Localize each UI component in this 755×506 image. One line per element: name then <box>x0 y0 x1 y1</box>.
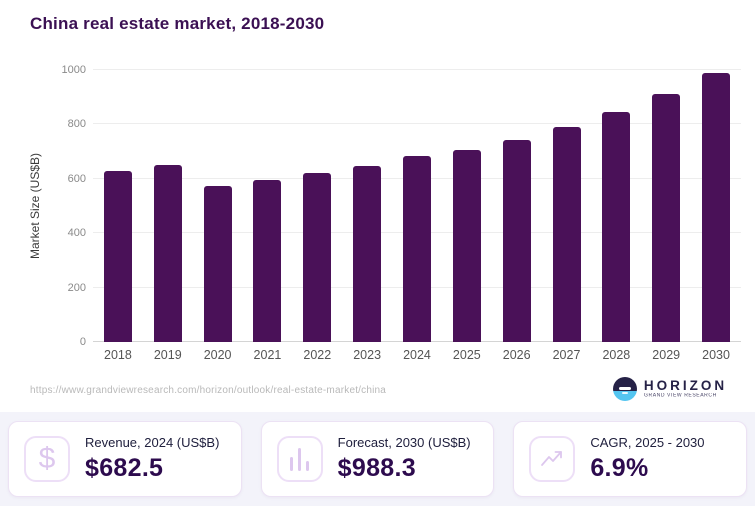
bar-cell-2021 <box>243 70 293 342</box>
bar-2022[interactable] <box>303 173 332 342</box>
page-title: China real estate market, 2018-2030 <box>30 14 325 33</box>
bar-cell-2024 <box>392 70 442 342</box>
x-tick-label-2024: 2024 <box>403 348 431 362</box>
trend-up-icon <box>529 436 576 482</box>
x-tick-label-2030: 2030 <box>702 348 730 362</box>
bar-2027[interactable] <box>552 126 581 342</box>
x-tick-label-2022: 2022 <box>303 348 332 362</box>
bar-cell-2020 <box>193 70 243 342</box>
horizon-logo-icon <box>612 377 637 401</box>
gridline-1000 <box>93 69 741 70</box>
forecast-card: Forecast, 2030 (US$B) $988.3 <box>260 421 495 497</box>
bar-2029[interactable] <box>652 94 681 342</box>
gridline-800 <box>93 123 741 125</box>
bar-2024[interactable] <box>402 156 431 342</box>
bar-2025[interactable] <box>452 150 481 342</box>
y-tick-label-400: 400 <box>67 227 86 240</box>
horizon-logo[interactable]: HORIZON GRAND VIEW RESEARCH <box>612 377 745 401</box>
cagr-card-label: CAGR, 2025 - 2030 <box>590 435 705 450</box>
x-tick-label-2021: 2021 <box>253 348 282 362</box>
revenue-card: $ Revenue, 2024 (US$B) $682.5 <box>8 421 242 497</box>
cagr-card-value: 6.9% <box>590 454 649 482</box>
x-axis-labels: 2018 2019 2020 2021 2022 2023 2024 2025 2026 2027… <box>93 348 741 362</box>
cagr-card: CAGR, 2025 - 2030 6.9% <box>513 421 748 497</box>
x-tick-label-2018: 2018 <box>104 348 132 362</box>
bar-2030[interactable] <box>702 73 731 342</box>
bar-cell-2019 <box>143 70 193 342</box>
x-tick-label-2019: 2019 <box>153 348 182 362</box>
bar-2023[interactable] <box>353 165 382 342</box>
revenue-card-value: $682.5 <box>85 454 164 482</box>
dollar-icon: $ <box>24 436 70 482</box>
y-tick-label-0: 0 <box>79 336 86 348</box>
bar-2019[interactable] <box>153 165 182 342</box>
y-tick-label-200: 200 <box>67 281 86 294</box>
plot-area <box>93 70 741 342</box>
plot-wrap <box>93 69 741 342</box>
revenue-card-label: Revenue, 2024 (US$B) <box>85 435 220 450</box>
forecast-card-value: $988.3 <box>337 454 416 482</box>
logo-tagline-text: GRAND VIEW RESEARCH <box>643 393 717 399</box>
logo-brand-text: HORIZON <box>643 378 728 393</box>
x-tick-label-2025: 2025 <box>452 348 481 362</box>
bar-2026[interactable] <box>502 139 531 342</box>
x-tick-label-2020: 2020 <box>203 348 232 362</box>
bar-cell-2027 <box>542 70 592 342</box>
bar-cell-2022 <box>292 70 342 342</box>
source-url: https://www.grandviewresearch.com/horizo… <box>30 385 387 396</box>
bar-2020[interactable] <box>203 185 232 342</box>
bar-cell-2026 <box>492 70 542 342</box>
y-tick-label-600: 600 <box>67 172 86 185</box>
x-tick-label-2027: 2027 <box>552 348 581 362</box>
forecast-card-label: Forecast, 2030 (US$B) <box>337 435 471 450</box>
x-tick-label-2028: 2028 <box>602 348 631 362</box>
bar-2028[interactable] <box>602 111 631 342</box>
bar-chart: Market Size (US$B) 0 200 400 600 800 1000 201… <box>0 52 755 382</box>
bar-cell-2028 <box>591 70 641 342</box>
y-tick-label-800: 800 <box>67 118 86 131</box>
bar-cell-2018 <box>93 70 143 342</box>
y-axis-title: Market Size (US$B) <box>28 152 42 260</box>
bar-cell-2025 <box>442 70 492 342</box>
x-tick-label-2029: 2029 <box>652 348 681 362</box>
x-tick-label-2026: 2026 <box>502 348 531 362</box>
y-tick-label-1000: 1000 <box>61 64 86 76</box>
stats-strip: $ Revenue, 2024 (US$B) $682.5 Forecast, … <box>0 412 755 506</box>
bar-cell-2023 <box>342 70 392 342</box>
x-tick-label-2023: 2023 <box>353 348 382 362</box>
y-axis-ticks: 0 200 400 600 800 1000 <box>46 64 86 348</box>
bar-chart-icon <box>276 436 323 482</box>
bar-2021[interactable] <box>253 180 282 342</box>
bar-cell-2029 <box>641 70 691 342</box>
bar-cell-2030 <box>691 70 741 342</box>
bar-2018[interactable] <box>103 170 132 342</box>
